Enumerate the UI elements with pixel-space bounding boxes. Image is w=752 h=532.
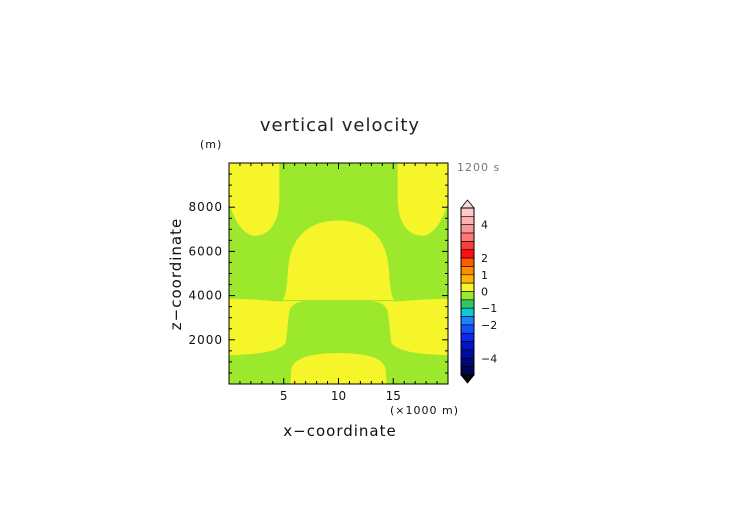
upper-right-updraft [397,163,448,236]
colorbar-frame [460,207,475,376]
y-axis-label: z−coordinate [167,217,185,331]
time-label: 1200 s [457,161,501,174]
x-tick-label: 15 [386,389,401,403]
colorbar-level [460,274,475,284]
field-contours [229,163,448,384]
colorbar-level [460,307,475,317]
colorbar-level [460,257,475,267]
y-axis-unit: (m) [200,138,223,151]
x-axis-label: x−coordinate [283,422,397,440]
colorbar-level [460,332,475,342]
colorbar-tick-label: 4 [481,219,488,232]
colorbar-tick-label: 1 [481,269,488,282]
y-tick-label: 2000 [188,333,223,347]
upper-left-updraft [229,163,280,236]
colorbar-tick-label: −1 [481,302,497,315]
colorbar-lower-extension [460,374,475,384]
colorbar-level [460,249,475,259]
x-axis-unit: (×1000 m) [390,404,460,417]
colorbar-tick-label: 2 [481,252,488,265]
colorbar-level [460,366,475,376]
colorbar-upper-extension [460,199,475,209]
upper-center-updraft [282,220,395,300]
colorbar-tick-label: −4 [481,352,497,365]
colorbar-level [460,216,475,226]
chart-title: vertical velocity [259,115,421,136]
lower-side-bands [229,298,448,356]
colorbar-level [460,349,475,359]
y-tick-label: 6000 [188,244,223,258]
y-tick-label: 4000 [188,289,223,303]
colorbar-level [460,241,475,251]
colorbar-level [460,291,475,301]
colorbar-level [460,207,475,217]
colorbar-tick-label: 0 [481,286,488,299]
colorbar-level [460,282,475,292]
colorbar-level [460,232,475,242]
colorbar-level [460,316,475,326]
colorbar: 4 2 1 0 −1 −2 −4 [460,199,497,384]
colorbar-level [460,324,475,334]
y-tick-label: 8000 [188,200,223,214]
x-tick-label: 5 [280,389,288,403]
colorbar-level [460,357,475,367]
colorbar-tick-label: −2 [481,319,497,332]
colorbar-level [460,341,475,351]
colorbar-level [460,224,475,234]
lower-center-updraft [290,353,387,384]
colorbar-level [460,299,475,309]
colorbar-level [460,266,475,276]
x-tick-label: 10 [331,389,346,403]
